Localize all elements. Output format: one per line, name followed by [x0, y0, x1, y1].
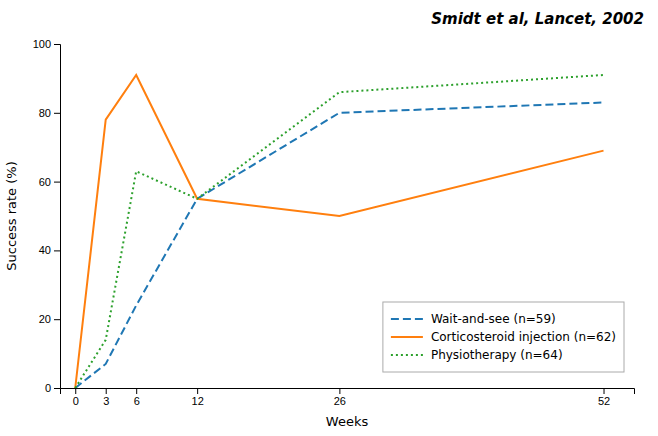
y-tick-mark	[54, 319, 60, 320]
y-tick-mark	[54, 250, 60, 251]
legend-swatch	[391, 336, 423, 338]
y-tick-label: 80	[39, 107, 51, 119]
x-axis-title: Weeks	[326, 414, 369, 429]
y-tick: 20	[39, 313, 60, 325]
y-tick: 60	[39, 176, 60, 188]
x-axis-line	[61, 389, 635, 395]
x-tick-label: 26	[334, 395, 346, 407]
y-tick-label: 0	[45, 382, 51, 394]
y-tick-label: 100	[33, 38, 51, 50]
x-tick-mark	[197, 388, 198, 394]
y-tick-label: 20	[39, 313, 51, 325]
x-tick: 3	[103, 388, 109, 407]
title: Smidt et al, Lancet, 2002	[431, 10, 644, 28]
y-tick-mark	[54, 182, 60, 183]
legend-frame	[383, 302, 624, 372]
chart: 0 3 6 12 26 52 0 20 40 60 80 100 Wait-and-see (n=59)…	[0, 0, 658, 436]
x-axis: 0 3 6 12 26 52	[61, 388, 635, 407]
y-axis-line	[54, 45, 61, 389]
x-tick: 0	[73, 388, 79, 407]
legend-label: Corticosteroid injection (n=62)	[431, 330, 616, 344]
legend-label: Wait-and-see (n=59)	[431, 312, 556, 326]
x-tick-label: 52	[598, 395, 610, 407]
legend-swatch	[391, 318, 423, 320]
y-axis-title: Success rate (%)	[4, 161, 19, 271]
y-tick-mark	[54, 388, 60, 389]
x-tick: 12	[192, 388, 204, 407]
x-tick-label: 12	[192, 395, 204, 407]
x-tick-mark	[604, 388, 605, 394]
y-tick-label: 60	[39, 176, 51, 188]
x-tick-label: 3	[103, 395, 109, 407]
x-tick: 26	[334, 388, 346, 407]
x-tick-label: 6	[134, 395, 140, 407]
y-tick: 80	[39, 107, 60, 119]
y-tick-mark	[54, 44, 60, 45]
y-tick-mark	[54, 113, 60, 114]
y-tick: 40	[39, 244, 60, 256]
y-tick: 100	[33, 38, 60, 50]
y-tick-label: 40	[39, 244, 51, 256]
x-tick-mark	[339, 388, 340, 394]
x-tick-label: 0	[73, 395, 79, 407]
x-tick-mark	[136, 388, 137, 394]
x-tick: 6	[134, 388, 140, 407]
x-tick-mark	[106, 388, 107, 394]
y-tick: 0	[45, 382, 60, 394]
legend-label: Physiotherapy (n=64)	[431, 348, 563, 362]
plot: 0 3 6 12 26 52 0 20 40 60 80 100 Wait-and-see (n=59)…	[33, 38, 635, 407]
legend: Wait-and-see (n=59) Corticosteroid inject…	[383, 302, 624, 372]
legend-swatch	[391, 354, 423, 356]
x-tick-mark	[75, 388, 76, 394]
x-tick: 52	[598, 388, 610, 407]
y-axis: 0 20 40 60 80 100	[33, 38, 61, 394]
